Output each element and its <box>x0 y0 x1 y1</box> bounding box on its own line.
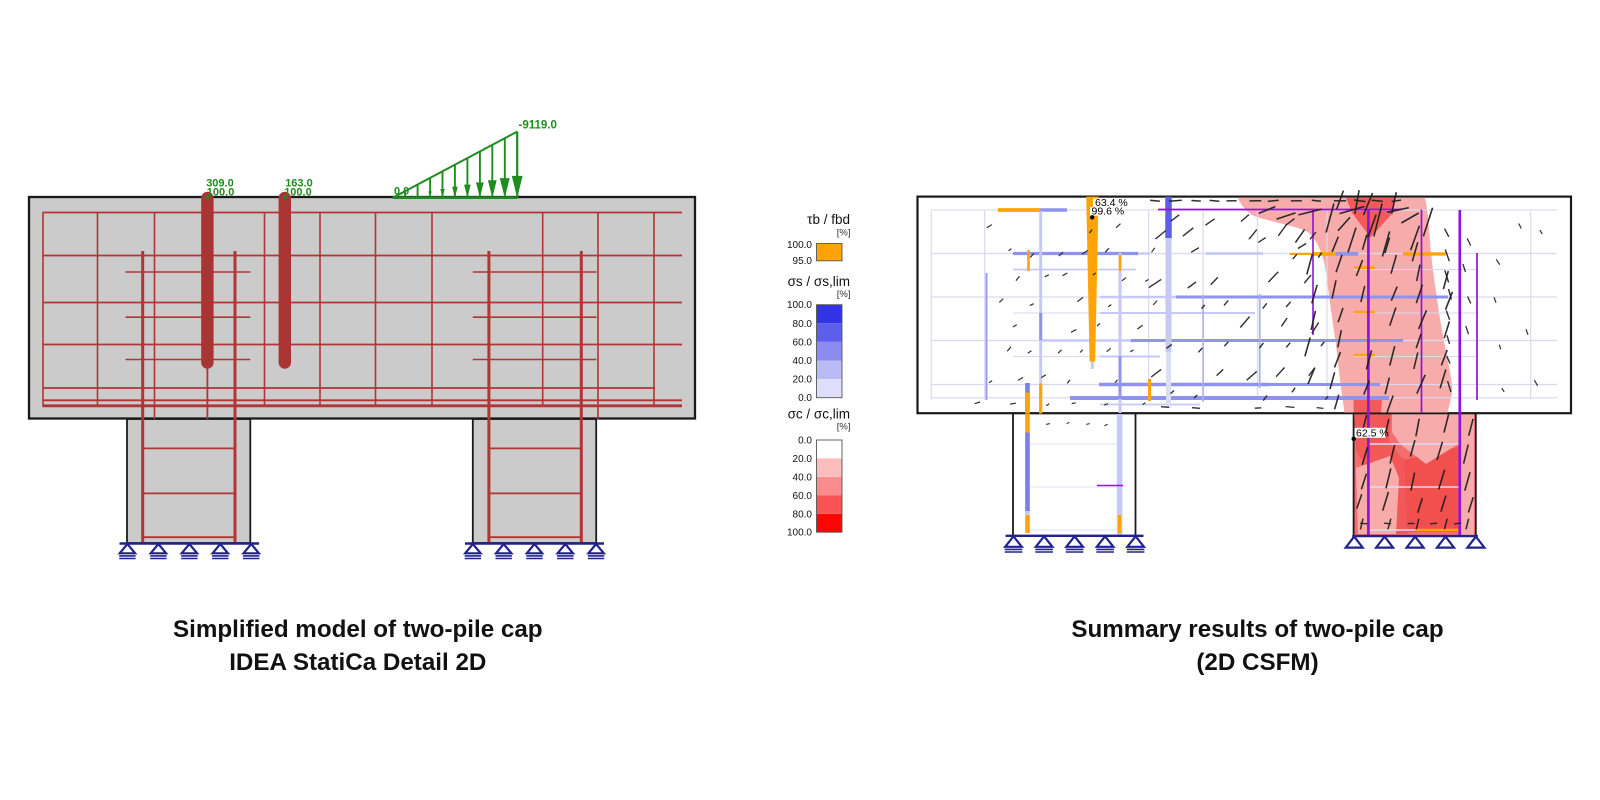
svg-text:100.0: 100.0 <box>787 240 812 251</box>
svg-text:0.0: 0.0 <box>798 393 812 404</box>
svg-text:IDEA StatiCa Detail 2D: IDEA StatiCa Detail 2D <box>229 649 486 676</box>
svg-text:Simplified model of two-pile c: Simplified model of two-pile cap <box>173 616 543 643</box>
svg-text:100.0: 100.0 <box>284 187 312 199</box>
svg-text:99.6 %: 99.6 % <box>1092 206 1125 218</box>
svg-text:Summary results of two-pile ca: Summary results of two-pile cap <box>1071 616 1443 643</box>
svg-text:60.0: 60.0 <box>793 337 813 348</box>
svg-text:63.4 %: 63.4 % <box>1095 197 1128 209</box>
svg-text:95.0: 95.0 <box>793 256 813 267</box>
svg-text:40.0: 40.0 <box>793 356 813 367</box>
svg-text:60.0: 60.0 <box>793 491 813 502</box>
svg-text:[%]: [%] <box>837 289 851 300</box>
svg-text:[%]: [%] <box>837 228 851 239</box>
svg-text:20.0: 20.0 <box>793 454 813 465</box>
svg-text:80.0: 80.0 <box>793 509 813 520</box>
svg-text:τb / fbd: τb / fbd <box>807 212 850 227</box>
svg-text:20.0: 20.0 <box>793 375 813 386</box>
svg-text:62.5 %: 62.5 % <box>1356 427 1389 439</box>
svg-text:100.0: 100.0 <box>787 528 812 539</box>
svg-text:0.0: 0.0 <box>798 436 812 447</box>
svg-text:40.0: 40.0 <box>793 472 813 483</box>
svg-text:100.0: 100.0 <box>207 187 235 199</box>
svg-text:100.0: 100.0 <box>787 300 812 311</box>
svg-text:80.0: 80.0 <box>793 319 813 330</box>
svg-text:[%]: [%] <box>837 422 851 433</box>
svg-text:σc / σc,lim: σc / σc,lim <box>788 407 850 422</box>
svg-text:(2D CSFM): (2D CSFM) <box>1196 649 1318 676</box>
svg-text:0.0: 0.0 <box>394 186 409 198</box>
svg-text:σs / σs,lim: σs / σs,lim <box>788 274 850 289</box>
svg-text:163.0: 163.0 <box>285 178 313 190</box>
svg-text:-9119.0: -9119.0 <box>519 120 557 132</box>
svg-text:309.0: 309.0 <box>206 178 234 190</box>
